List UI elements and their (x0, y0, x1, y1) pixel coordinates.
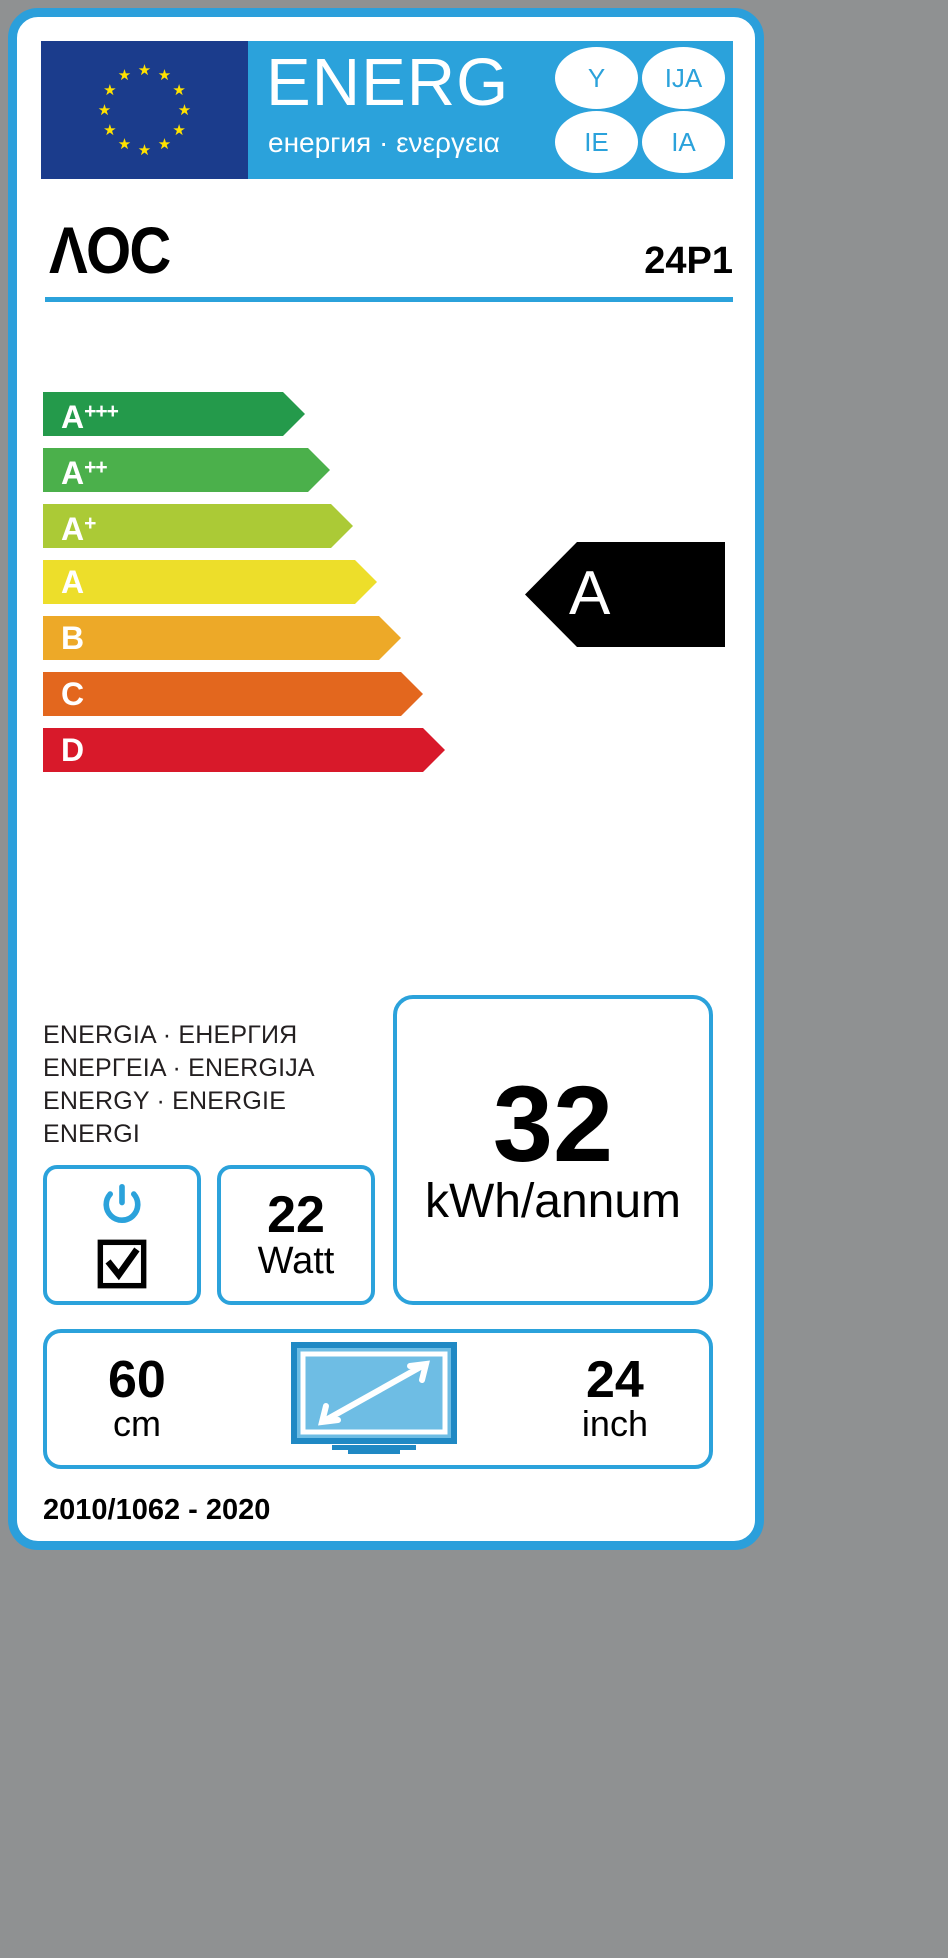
screen-size-metric: 60 cm (108, 1351, 166, 1444)
model-name: 24P1 (644, 240, 733, 282)
energy-class-bar-body: D (43, 728, 445, 772)
energy-class-arrow-tip (401, 672, 423, 716)
energy-class-bar: A (43, 560, 463, 604)
energy-class-bar-body: A+ (43, 504, 353, 548)
energy-class-plus: + (84, 511, 96, 535)
eu-star-icon: ★ (172, 81, 186, 99)
screen-size-imperial: 24 inch (581, 1351, 648, 1444)
screen-size-inch-value: 24 (586, 1351, 644, 1409)
energy-subtitle: енергия · ενεργεια (268, 127, 500, 158)
energy-class-bar: D (43, 728, 463, 772)
energy-class-bar-body: C (43, 672, 423, 716)
energy-class-ladder: A+++ A++ A+ A B C D (43, 392, 463, 784)
language-line-2: ΕΝΕΡΓΕΙΑ · ENERGIJA (43, 1054, 315, 1082)
rating-arrow-shape (525, 542, 725, 647)
energy-class-bar-body: B (43, 616, 401, 660)
energy-class-arrow-tip (331, 504, 353, 548)
energy-class-bar: C (43, 672, 463, 716)
power-consumption-box: 22 Watt (217, 1165, 375, 1305)
energy-class-arrow-tip (355, 560, 377, 604)
eu-star-icon: ★ (157, 136, 172, 154)
language-line-1: ENERGIA · ЕНЕРГИЯ (43, 1021, 298, 1049)
energy-class-bar: A++ (43, 448, 463, 492)
eu-star-icon: ★ (137, 141, 152, 159)
annual-unit: kWh/annum (424, 1175, 682, 1228)
eu-flag-icon: ★ ★ ★ ★ ★ ★ ★ ★ ★ ★ ★ ★ (41, 41, 248, 179)
energy-banner: ENERG енергия · ενεργεια Y IJA IE IA (248, 41, 733, 179)
energy-class-label: B (61, 620, 85, 656)
brand-row: ΛOC 24P1 (45, 213, 733, 293)
energy-class-arrow-tip (283, 392, 305, 436)
language-badges: Y IJA IE IA (555, 47, 725, 173)
language-badge-ia: IA (642, 111, 725, 173)
screen-size-box: 60 cm 24 inch (43, 1329, 713, 1469)
energy-class-label: A++ (61, 454, 108, 491)
energy-class-bar-body: A+++ (43, 392, 305, 436)
header-divider (45, 297, 733, 302)
eu-star-icon: ★ (157, 66, 172, 84)
label-header: ★ ★ ★ ★ ★ ★ ★ ★ ★ ★ ★ ★ ENERG енергия · ενεργεια Y … (41, 41, 733, 179)
energy-word-languages: ENERGIA · ЕНЕРГИЯ ΕΝΕΡΓΕΙΑ · ENERGIJA EN… (43, 1019, 413, 1151)
monitor-diagonal-icon (290, 1342, 457, 1454)
eu-star-icon: ★ (103, 121, 117, 139)
energy-class-bar-body: A++ (43, 448, 330, 492)
power-mode-box (43, 1165, 201, 1305)
eu-star-icon: ★ (103, 81, 117, 99)
energy-class-label: A+ (61, 510, 96, 547)
eu-star-icon: ★ (172, 121, 186, 139)
energy-class-label: A+++ (61, 398, 119, 435)
screen-size-inch-unit: inch (581, 1403, 648, 1444)
annual-value: 32 (492, 1063, 614, 1184)
language-line-4: ENERGI (43, 1120, 141, 1148)
screen-size-cm-value: 60 (108, 1351, 166, 1409)
watt-value: 22 (267, 1186, 325, 1244)
energy-class-bar: A+ (43, 504, 463, 548)
rating-letter: A (569, 559, 611, 628)
language-badge-y: Y (555, 47, 638, 109)
energy-label-card: ★ ★ ★ ★ ★ ★ ★ ★ ★ ★ ★ ★ ENERG енергия · ενεργεια Y … (8, 8, 764, 1550)
rating-arrow: A (525, 542, 725, 647)
annual-consumption-box: 32 kWh/annum (393, 995, 713, 1305)
eu-star-icon: ★ (117, 136, 132, 154)
power-on-icon (103, 1183, 141, 1224)
energy-class-label: D (61, 732, 85, 768)
aoc-logo: ΛOC (49, 213, 171, 287)
energy-class-label: C (61, 676, 85, 712)
regulation-reference: 2010/1062 - 2020 (43, 1494, 271, 1526)
energy-class-plus: ++ (84, 455, 108, 479)
screen-size-cm-unit: cm (112, 1403, 161, 1444)
energy-class-arrow-tip (308, 448, 330, 492)
eu-star-icon: ★ (97, 101, 112, 119)
energy-class-arrow-tip (423, 728, 445, 772)
energy-wordmark: ENERG (266, 45, 510, 120)
language-badge-ija: IJA (642, 47, 725, 109)
checkbox-checked-icon (97, 1239, 147, 1289)
energy-class-arrow-tip (379, 616, 401, 660)
eu-star-icon: ★ (117, 66, 132, 84)
language-badge-ie: IE (555, 111, 638, 173)
energy-class-bar: A+++ (43, 392, 463, 436)
energy-class-bar: B (43, 616, 463, 660)
eu-star-icon: ★ (177, 101, 192, 119)
energy-class-bar-body: A (43, 560, 377, 604)
watt-unit: Watt (257, 1240, 335, 1282)
eu-star-icon: ★ (137, 61, 152, 79)
language-line-3: ENERGY · ENERGIE (43, 1087, 287, 1115)
energy-class-label: A (61, 564, 85, 600)
energy-class-plus: +++ (84, 399, 119, 423)
